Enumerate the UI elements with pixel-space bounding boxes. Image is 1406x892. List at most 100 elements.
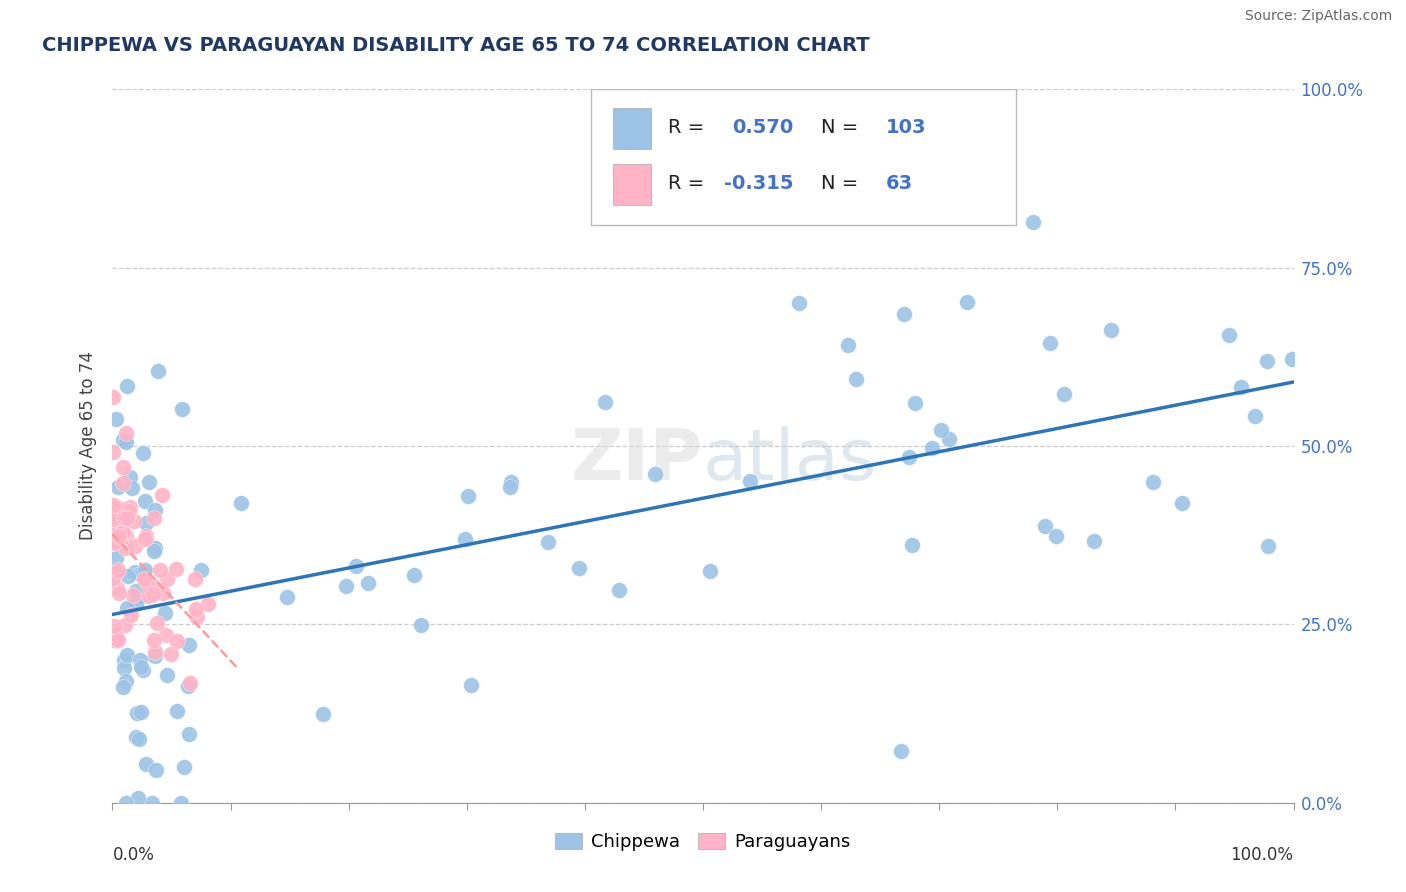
Text: 0.570: 0.570 [733, 118, 794, 137]
Point [142, 633, 165, 648]
Point [134, 494, 156, 508]
Point [103, 533, 125, 548]
Point [190, 563, 212, 577]
Point [145, 763, 167, 777]
Point [938, 432, 960, 446]
Text: ZIP: ZIP [571, 425, 703, 495]
Point [108, 585, 131, 599]
Point [152, 586, 174, 600]
Point [103, 536, 125, 550]
Point [134, 572, 156, 586]
Point [904, 396, 927, 410]
Point [160, 647, 183, 661]
Point [179, 638, 201, 652]
Point [357, 576, 380, 591]
Point [1230, 380, 1253, 394]
Point [897, 450, 920, 464]
Point [104, 523, 127, 537]
Point [104, 632, 127, 646]
Text: 100.0%: 100.0% [1230, 846, 1294, 863]
Point [141, 578, 163, 592]
Point [105, 581, 128, 595]
Point [149, 563, 172, 577]
Point [1033, 519, 1056, 533]
Point [129, 653, 152, 667]
Point [537, 535, 560, 549]
Point [172, 401, 194, 416]
Point [112, 524, 135, 539]
Point [129, 660, 152, 674]
Point [124, 514, 146, 528]
Point [118, 504, 141, 518]
Point [156, 572, 179, 586]
Point [136, 581, 159, 595]
Point [929, 423, 952, 437]
Point [499, 475, 522, 490]
Point [129, 566, 152, 581]
Point [173, 760, 195, 774]
Point [276, 590, 298, 604]
Point [107, 563, 129, 577]
Point [184, 602, 207, 616]
Point [103, 633, 125, 648]
Point [411, 618, 433, 632]
Point [143, 645, 166, 659]
Point [145, 615, 167, 630]
Point [165, 562, 187, 576]
Point [114, 541, 136, 555]
Point [1142, 475, 1164, 489]
FancyBboxPatch shape [613, 108, 651, 149]
Point [115, 511, 138, 525]
Point [103, 511, 125, 525]
Point [402, 568, 425, 582]
Point [105, 629, 128, 643]
Point [312, 706, 335, 721]
Text: 103: 103 [886, 118, 927, 137]
Point [146, 364, 169, 378]
Point [155, 628, 177, 642]
Point [179, 676, 201, 690]
Point [197, 597, 219, 611]
Point [107, 501, 129, 516]
Point [132, 446, 155, 460]
Point [114, 529, 136, 543]
Point [115, 378, 138, 392]
Point [344, 558, 367, 573]
Point [1045, 529, 1067, 543]
Point [141, 796, 163, 810]
Point [128, 731, 150, 746]
Point [143, 510, 166, 524]
Point [568, 560, 591, 574]
Legend: Chippewa, Paraguayans: Chippewa, Paraguayans [548, 825, 858, 858]
Point [787, 295, 810, 310]
Point [115, 601, 138, 615]
Point [117, 569, 139, 583]
Text: -0.315: -0.315 [724, 174, 794, 193]
Point [124, 565, 146, 579]
Point [131, 589, 153, 603]
Point [699, 565, 721, 579]
Point [111, 476, 134, 491]
Point [1244, 409, 1267, 423]
Point [103, 390, 125, 404]
Point [134, 563, 156, 577]
Point [112, 653, 135, 667]
Point [457, 489, 479, 503]
Point [125, 597, 148, 611]
Point [142, 587, 165, 601]
Point [118, 500, 141, 514]
Text: N =: N = [821, 118, 865, 137]
Point [837, 338, 859, 352]
Point [101, 498, 124, 512]
Point [1099, 323, 1122, 337]
Point [105, 509, 128, 524]
Point [112, 661, 135, 675]
Point [136, 578, 159, 592]
Point [1256, 354, 1278, 368]
Point [644, 467, 666, 481]
Text: Source: ZipAtlas.com: Source: ZipAtlas.com [1244, 9, 1392, 23]
Point [143, 544, 166, 558]
Point [1281, 351, 1303, 366]
Y-axis label: Disability Age 65 to 74: Disability Age 65 to 74 [79, 351, 97, 541]
Point [124, 540, 146, 554]
